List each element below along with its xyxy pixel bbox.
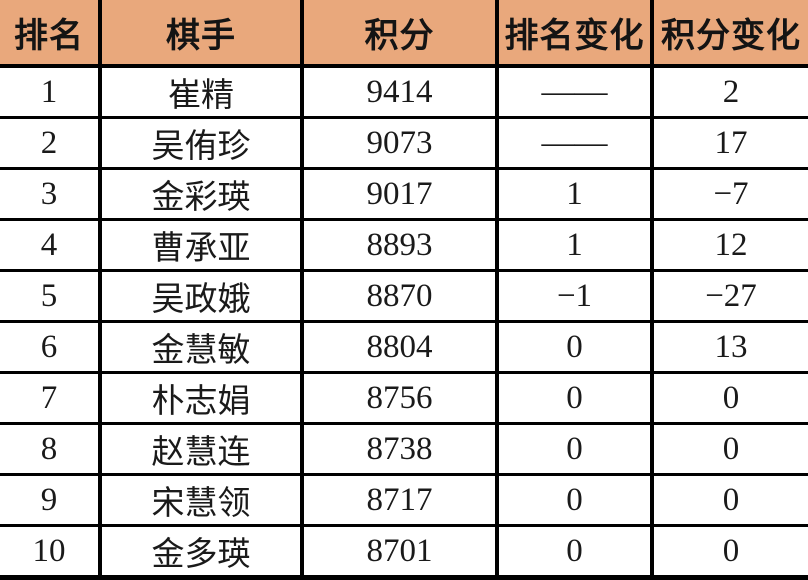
table-row: 9 宋慧领 8717 0 0 xyxy=(0,473,808,527)
cell-rank-change: 0 xyxy=(495,473,654,527)
column-header-points-change: 积分变化 xyxy=(650,0,808,68)
table-body: 1 崔精 9414 —— 2 2 吴侑珍 9073 —— 17 3 金彩瑛 9017 1 −7 4 曹承亚 889… xyxy=(0,64,808,580)
column-header-rank: 排名 xyxy=(0,0,102,68)
cell-points: 8701 xyxy=(300,524,499,580)
cell-points-change: 0 xyxy=(650,473,808,527)
cell-rank: 3 xyxy=(0,167,102,221)
cell-rank-change: —— xyxy=(495,64,654,119)
cell-rank-change: 0 xyxy=(495,320,654,374)
cell-rank: 1 xyxy=(0,64,102,119)
cell-points: 8756 xyxy=(300,371,499,425)
cell-points-change: 17 xyxy=(650,116,808,170)
cell-player: 金多瑛 xyxy=(98,524,304,580)
cell-rank-change: 0 xyxy=(495,524,654,580)
table-row: 5 吴政娥 8870 −1 −27 xyxy=(0,269,808,323)
table-row: 2 吴侑珍 9073 —— 17 xyxy=(0,116,808,170)
cell-points-change: 2 xyxy=(650,64,808,119)
cell-points: 8738 xyxy=(300,422,499,476)
cell-points: 9073 xyxy=(300,116,499,170)
cell-rank: 9 xyxy=(0,473,102,527)
cell-player: 宋慧领 xyxy=(98,473,304,527)
cell-points-change: 13 xyxy=(650,320,808,374)
cell-player: 吴政娥 xyxy=(98,269,304,323)
column-header-points: 积分 xyxy=(300,0,499,68)
column-header-rank-change: 排名变化 xyxy=(495,0,654,68)
cell-points-change: −7 xyxy=(650,167,808,221)
cell-points: 9017 xyxy=(300,167,499,221)
table-row: 10 金多瑛 8701 0 0 xyxy=(0,524,808,580)
cell-points-change: 0 xyxy=(650,524,808,580)
cell-rank-change: —— xyxy=(495,116,654,170)
cell-points: 8870 xyxy=(300,269,499,323)
cell-points: 8717 xyxy=(300,473,499,527)
cell-rank: 10 xyxy=(0,524,102,580)
cell-rank-change: 0 xyxy=(495,422,654,476)
cell-rank: 5 xyxy=(0,269,102,323)
table-row: 3 金彩瑛 9017 1 −7 xyxy=(0,167,808,221)
header-row: 排名 棋手 积分 排名变化 积分变化 xyxy=(0,0,808,68)
cell-points: 9414 xyxy=(300,64,499,119)
cell-player: 赵慧连 xyxy=(98,422,304,476)
cell-points-change: 0 xyxy=(650,371,808,425)
cell-player: 吴侑珍 xyxy=(98,116,304,170)
cell-player: 朴志娟 xyxy=(98,371,304,425)
cell-rank: 8 xyxy=(0,422,102,476)
cell-rank: 4 xyxy=(0,218,102,272)
cell-rank-change: 1 xyxy=(495,218,654,272)
cell-player: 金慧敏 xyxy=(98,320,304,374)
table-row: 6 金慧敏 8804 0 13 xyxy=(0,320,808,374)
column-header-player: 棋手 xyxy=(98,0,304,68)
cell-player: 曹承亚 xyxy=(98,218,304,272)
cell-points: 8893 xyxy=(300,218,499,272)
table-row: 8 赵慧连 8738 0 0 xyxy=(0,422,808,476)
cell-player: 崔精 xyxy=(98,64,304,119)
cell-rank: 6 xyxy=(0,320,102,374)
cell-player: 金彩瑛 xyxy=(98,167,304,221)
cell-rank: 2 xyxy=(0,116,102,170)
cell-points-change: 12 xyxy=(650,218,808,272)
table-row: 7 朴志娟 8756 0 0 xyxy=(0,371,808,425)
cell-points: 8804 xyxy=(300,320,499,374)
cell-points-change: −27 xyxy=(650,269,808,323)
cell-rank-change: −1 xyxy=(495,269,654,323)
cell-points-change: 0 xyxy=(650,422,808,476)
cell-rank-change: 0 xyxy=(495,371,654,425)
cell-rank: 7 xyxy=(0,371,102,425)
table-row: 4 曹承亚 8893 1 12 xyxy=(0,218,808,272)
table-row: 1 崔精 9414 —— 2 xyxy=(0,64,808,119)
cell-rank-change: 1 xyxy=(495,167,654,221)
